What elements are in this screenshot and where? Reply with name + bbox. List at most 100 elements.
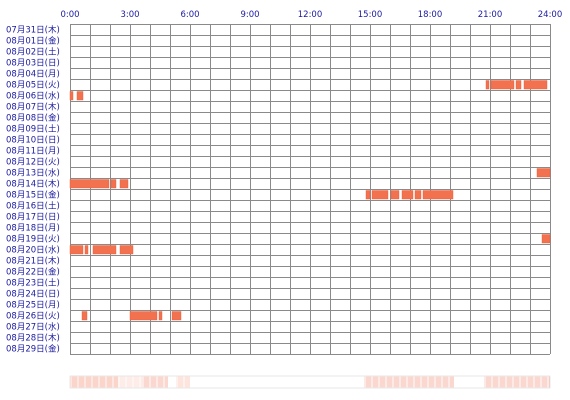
overview-stripe — [118, 376, 120, 388]
activity-bar — [129, 311, 158, 321]
activity-bar — [171, 311, 182, 321]
day-label: 08月21日(木) — [6, 256, 60, 267]
overview-stripe — [156, 376, 158, 388]
overview-stripe — [378, 376, 380, 388]
overview-stripe — [70, 376, 72, 388]
overview-stripe — [132, 376, 134, 388]
overview-segment — [118, 376, 142, 388]
day-label: 08月24日(日) — [6, 290, 60, 300]
overview-segment — [364, 376, 454, 388]
x-tick-label: 21:00 — [478, 10, 503, 20]
day-label: 07月31日(木) — [6, 25, 60, 36]
overview-stripe — [371, 376, 373, 388]
day-label: 08月15日(金) — [6, 190, 60, 201]
overview-stripe — [399, 376, 401, 388]
overview-stripe — [512, 376, 514, 388]
y-axis-day-labels: 07月31日(木)08月01日(金)08月02日(土)08月03日(日) 08月0… — [6, 25, 60, 355]
activity-bar — [84, 245, 89, 255]
overview-stripe — [91, 376, 93, 388]
activity-bar — [158, 311, 163, 321]
activity-layer — [69, 80, 551, 321]
activity-bar — [110, 179, 117, 189]
x-tick-label: 15:00 — [358, 10, 383, 20]
day-label: 08月28日(木) — [6, 333, 60, 344]
activity-bar — [485, 80, 490, 90]
day-label: 08月19日(火) — [6, 235, 60, 245]
activity-bar — [119, 179, 129, 189]
day-label: 08月14日(木) — [6, 179, 60, 190]
overview-segment — [176, 376, 190, 388]
overview-bar — [69, 375, 551, 389]
day-label: 08月12日(火) — [6, 158, 60, 168]
overview-stripe — [105, 376, 107, 388]
day-label: 08月16日(土) — [6, 201, 60, 212]
activity-bar — [119, 245, 134, 255]
overview-stripe — [519, 376, 521, 388]
activity-bar — [365, 190, 371, 200]
day-label: 08月01日(金) — [6, 36, 60, 47]
overview-stripe — [149, 376, 151, 388]
overview-stripe — [139, 376, 141, 388]
activity-bar — [414, 190, 422, 200]
overview-stripe — [84, 376, 86, 388]
x-tick-label: 0:00 — [60, 10, 79, 20]
x-tick-label: 24:00 — [538, 10, 563, 20]
activity-bar — [515, 80, 522, 90]
day-label: 08月25日(月) — [6, 301, 60, 311]
day-label: 08月09日(土) — [6, 124, 60, 135]
activity-bar — [69, 179, 110, 189]
overview-stripe — [176, 376, 178, 388]
day-label: 08月02日(土) — [6, 47, 60, 58]
day-label: 08月07日(木) — [6, 102, 60, 113]
overview-stripe — [190, 376, 192, 388]
overview-stripe — [392, 376, 394, 388]
overview-stripe — [526, 376, 528, 388]
overview-stripe — [125, 376, 127, 388]
x-tick-label: 18:00 — [418, 10, 443, 20]
overview-segment — [142, 376, 168, 388]
overview-stripe — [491, 376, 493, 388]
overview-stripe — [448, 376, 450, 388]
overview-stripe — [484, 376, 486, 388]
activity-bar — [76, 91, 84, 101]
overview-stripe — [533, 376, 535, 388]
overview-stripe — [441, 376, 443, 388]
x-tick-label: 9:00 — [240, 10, 259, 20]
overview-stripe — [112, 376, 114, 388]
overview-segment — [484, 376, 550, 388]
overview-stripe — [406, 376, 408, 388]
activity-bar — [371, 190, 389, 200]
overview-stripe — [385, 376, 387, 388]
overview-stripe — [77, 376, 79, 388]
day-label: 08月11日(月) — [6, 147, 60, 157]
activity-bar — [401, 190, 414, 200]
day-label: 08月08日(金) — [6, 113, 60, 124]
day-label: 08月13日(水) — [6, 168, 60, 179]
overview-segment — [70, 376, 118, 388]
activity-bar — [523, 80, 548, 90]
overview-stripe — [183, 376, 185, 388]
overview-stripe — [413, 376, 415, 388]
x-tick-label: 12:00 — [298, 10, 323, 20]
day-label: 08月10日(日) — [6, 136, 60, 146]
overview-stripe — [505, 376, 507, 388]
day-label: 08月27日(水) — [6, 322, 60, 333]
day-label: 08月20日(水) — [6, 245, 60, 256]
x-tick-label: 6:00 — [180, 10, 199, 20]
overview-stripe — [547, 376, 549, 388]
day-label: 08月03日(日) — [6, 59, 60, 69]
overview-stripe — [498, 376, 500, 388]
x-axis-tick-labels: 0:00 3:00 6:00 9:00 12:00 15:00 18:00 21:00 24:0… — [60, 10, 562, 20]
activity-bar — [541, 234, 551, 244]
grid-layer — [70, 24, 551, 355]
overview-stripe — [142, 376, 144, 388]
activity-bar — [390, 190, 400, 200]
day-label: 08月23日(土) — [6, 278, 60, 289]
day-label: 08月22日(金) — [6, 267, 60, 278]
day-label: 08月18日(月) — [6, 224, 60, 234]
activity-bar — [92, 245, 117, 255]
overview-stripe — [364, 376, 366, 388]
day-label: 08月29日(金) — [6, 344, 60, 355]
